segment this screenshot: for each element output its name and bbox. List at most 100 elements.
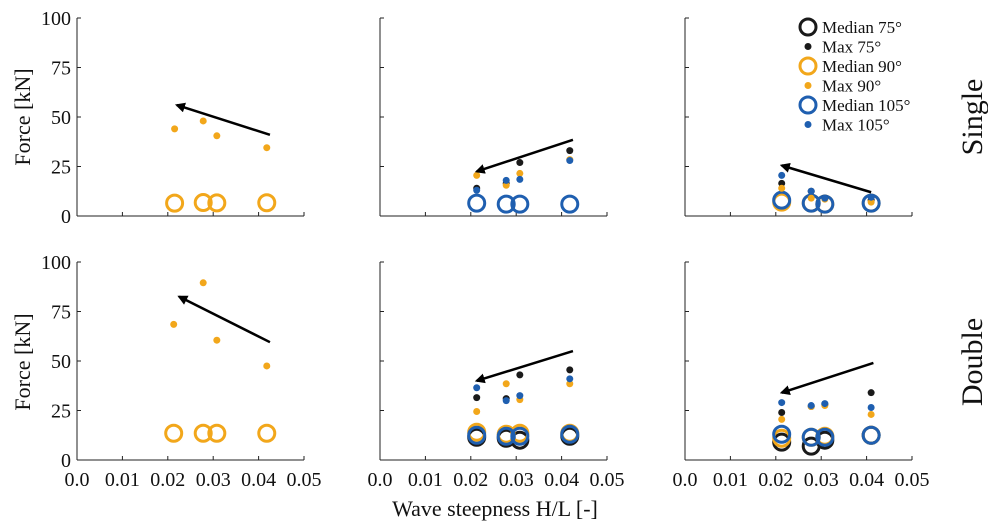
point-max105 xyxy=(807,187,815,195)
panel-r0-c2 xyxy=(684,17,913,217)
point-max90 xyxy=(473,407,481,415)
point-max90 xyxy=(263,144,271,152)
legend-label: Max 75° xyxy=(822,38,881,57)
point-median90 xyxy=(165,193,185,213)
y-tick-label: 25 xyxy=(51,401,71,423)
point-median105 xyxy=(467,425,487,445)
point-max90 xyxy=(502,181,510,189)
point-max105 xyxy=(566,157,574,165)
point-max75 xyxy=(473,394,481,402)
x-tick-label: 0.03 xyxy=(804,469,839,491)
point-max105 xyxy=(867,404,875,412)
y-tick-label: 0 xyxy=(61,450,71,472)
y-axis-label-top: Force [kN] xyxy=(10,68,35,165)
point-median90 xyxy=(257,423,277,443)
point-median105 xyxy=(801,427,821,447)
x-tick-label: 0.01 xyxy=(105,469,140,491)
x-tick-label: 0.02 xyxy=(453,469,488,491)
point-max105 xyxy=(516,392,524,400)
point-max90 xyxy=(213,132,221,140)
point-max105 xyxy=(516,175,524,183)
legend-label: Median 105° xyxy=(822,96,910,115)
row-label-double: Double xyxy=(956,318,988,406)
legend-item-max75: Max 75° xyxy=(804,38,881,57)
row-label-single: Single xyxy=(956,79,988,156)
point-median90 xyxy=(193,423,213,443)
legend-marker xyxy=(804,43,812,50)
point-median90 xyxy=(207,423,227,443)
point-max90 xyxy=(199,279,207,287)
x-tick-label: 0.0 xyxy=(673,469,698,491)
point-max75 xyxy=(867,389,875,397)
x-tick-label: 0.05 xyxy=(895,469,930,491)
point-max75 xyxy=(516,159,524,167)
point-max90 xyxy=(213,336,221,344)
point-median105 xyxy=(560,424,580,444)
legend-item-max105: Max 105° xyxy=(804,116,890,135)
point-max105 xyxy=(473,384,481,392)
legend-item-max90: Max 90° xyxy=(804,77,881,96)
legend: Median 75°Max 75°Median 90°Max 90°Median… xyxy=(798,17,910,135)
point-max90 xyxy=(473,171,481,179)
legend-label: Max 90° xyxy=(822,77,881,96)
y-axis-label-bottom: Force [kN] xyxy=(10,313,35,410)
trend-arrow xyxy=(779,163,872,194)
y-tick-label: 75 xyxy=(51,302,71,324)
x-tick-label: 0.01 xyxy=(713,469,748,491)
point-max105 xyxy=(502,397,510,405)
point-median105 xyxy=(560,194,580,214)
panel-r1-c2: 0.0 0.01 0.02 0.03 0.04 0.05 xyxy=(673,261,930,491)
panel-r1-c1: 0.0 0.01 0.02 0.03 0.04 0.05 xyxy=(368,261,625,491)
x-tick-label: 0.03 xyxy=(499,469,534,491)
x-tick-label: 0.04 xyxy=(241,469,276,491)
x-tick-label: 0.04 xyxy=(849,469,884,491)
legend-marker xyxy=(804,82,812,89)
point-median105 xyxy=(467,193,487,213)
legend-marker xyxy=(804,121,812,128)
x-tick-label: 0.04 xyxy=(544,469,579,491)
y-tick-label: 100 xyxy=(41,8,71,30)
point-median90 xyxy=(257,193,277,213)
x-tick-label: 0.0 xyxy=(368,469,393,491)
point-max105 xyxy=(473,186,481,194)
x-tick-label: 0.02 xyxy=(150,469,185,491)
y-axis-labels: Force [kN] Force [kN] xyxy=(10,68,35,410)
point-median105 xyxy=(861,425,881,445)
y-tick-label: 75 xyxy=(51,58,71,80)
point-max105 xyxy=(566,375,574,383)
point-max90 xyxy=(263,362,271,370)
legend-item-median75: Median 75° xyxy=(798,17,902,37)
point-max105 xyxy=(502,176,510,184)
point-median105 xyxy=(496,426,516,446)
point-max75 xyxy=(566,147,574,155)
legend-marker xyxy=(798,56,818,76)
x-tick-label: 0.01 xyxy=(408,469,443,491)
point-max90 xyxy=(516,169,524,177)
x-tick-label: 0.05 xyxy=(590,469,625,491)
trend-arrow xyxy=(474,349,574,384)
trend-arrow xyxy=(174,102,271,137)
point-max75 xyxy=(516,371,524,379)
point-max90 xyxy=(778,415,786,423)
point-median90 xyxy=(164,423,184,443)
panel-r0-c1 xyxy=(379,17,608,217)
point-max105 xyxy=(867,193,875,201)
point-max75 xyxy=(778,408,786,416)
x-tick-label: 0.02 xyxy=(758,469,793,491)
panel-r1-c0: 0 25 50 75 100 0.0 0.01 0.02 0.03 0.04 0.05 xyxy=(41,252,322,491)
legend-label: Max 105° xyxy=(822,116,890,135)
point-median105 xyxy=(496,194,516,214)
legend-marker xyxy=(798,95,818,115)
point-max105 xyxy=(821,400,829,408)
point-max105 xyxy=(821,194,829,202)
point-median90 xyxy=(193,193,213,213)
trend-arrow xyxy=(177,295,271,344)
point-max90 xyxy=(170,320,178,328)
point-max105 xyxy=(807,402,815,410)
legend-marker xyxy=(798,17,818,37)
point-max90 xyxy=(199,117,207,125)
point-max90 xyxy=(778,184,786,192)
legend-item-median105: Median 105° xyxy=(798,95,910,115)
